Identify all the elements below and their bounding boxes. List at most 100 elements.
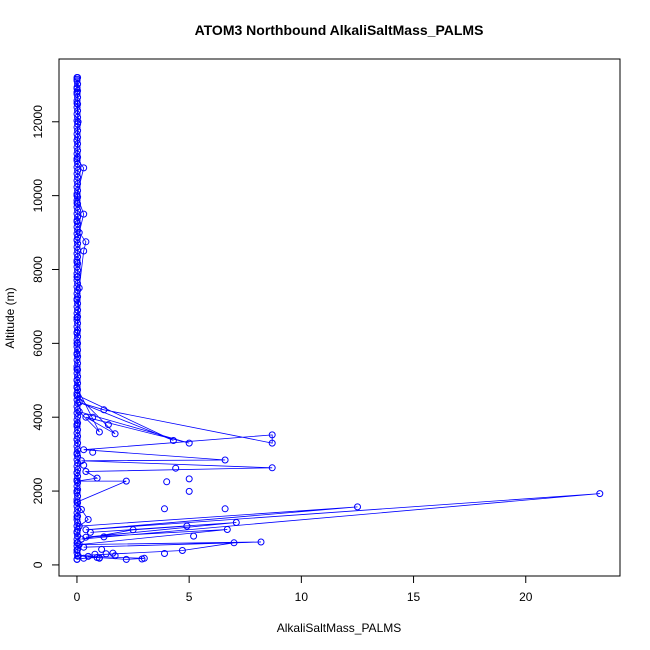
near-zero-point bbox=[74, 472, 82, 480]
data-point bbox=[223, 526, 231, 533]
near-zero-point bbox=[74, 393, 82, 400]
data-point bbox=[91, 550, 99, 558]
near-zero-point bbox=[73, 276, 81, 284]
near-zero-point bbox=[74, 87, 82, 95]
near-zero-point bbox=[74, 512, 82, 520]
near-zero-point bbox=[73, 103, 81, 111]
near-zero-point bbox=[73, 236, 81, 244]
near-zero-point bbox=[74, 366, 82, 374]
near-zero-point bbox=[73, 283, 81, 291]
near-zero-point bbox=[73, 130, 81, 138]
chart-title: ATOM3 Northbound AlkaliSaltMass_PALMS bbox=[195, 22, 484, 38]
data-point bbox=[82, 468, 90, 475]
near-zero-point bbox=[74, 240, 82, 248]
near-zero-point bbox=[74, 280, 82, 287]
near-zero-point bbox=[74, 346, 82, 354]
near-zero-point bbox=[73, 143, 81, 151]
near-zero-point bbox=[74, 459, 82, 467]
near-zero-point bbox=[74, 486, 82, 494]
near-zero-point bbox=[74, 319, 82, 327]
near-zero-point bbox=[73, 363, 81, 371]
near-zero-point bbox=[73, 489, 81, 497]
data-point bbox=[268, 431, 276, 439]
near-zero-point bbox=[73, 190, 81, 198]
data-point bbox=[596, 490, 604, 498]
data-point bbox=[95, 554, 103, 562]
near-zero-point bbox=[74, 180, 82, 188]
x-tick-label: 5 bbox=[186, 590, 193, 604]
near-zero-point bbox=[73, 456, 81, 464]
data-point bbox=[183, 522, 191, 530]
near-zero-point bbox=[73, 356, 81, 364]
near-zero-point bbox=[74, 526, 82, 533]
near-zero-point bbox=[74, 213, 82, 221]
near-zero-point bbox=[73, 476, 81, 484]
near-zero-point bbox=[74, 326, 82, 334]
near-zero-point bbox=[73, 137, 81, 145]
data-point bbox=[163, 478, 171, 486]
data-point bbox=[138, 555, 146, 563]
near-zero-point bbox=[74, 532, 82, 540]
near-zero-point bbox=[74, 359, 82, 367]
near-zero-point bbox=[73, 316, 81, 324]
near-zero-point bbox=[74, 339, 82, 347]
data-point bbox=[268, 464, 276, 472]
near-zero-point bbox=[73, 77, 81, 85]
near-zero-point bbox=[74, 439, 82, 447]
near-zero-point bbox=[73, 90, 81, 98]
near-zero-point bbox=[74, 452, 82, 460]
near-zero-point bbox=[74, 133, 82, 141]
near-zero-point bbox=[74, 93, 82, 101]
data-point bbox=[161, 505, 168, 513]
near-zero-point bbox=[74, 506, 82, 513]
near-zero-point bbox=[73, 409, 81, 417]
near-zero-point bbox=[74, 492, 82, 500]
near-zero-point bbox=[74, 127, 82, 135]
near-zero-point bbox=[73, 429, 81, 437]
near-zero-point bbox=[74, 253, 82, 261]
near-zero-point bbox=[73, 296, 81, 304]
y-tick-label: 8000 bbox=[31, 256, 45, 283]
near-zero-point bbox=[74, 220, 82, 228]
near-zero-point bbox=[73, 170, 81, 178]
near-zero-point bbox=[74, 74, 82, 81]
series-layer bbox=[73, 74, 604, 563]
near-zero-point bbox=[74, 353, 82, 361]
data-point bbox=[84, 516, 92, 523]
near-zero-point bbox=[74, 233, 82, 241]
data-point bbox=[257, 538, 265, 546]
near-zero-point bbox=[73, 117, 81, 125]
data-point bbox=[354, 503, 361, 511]
data-point bbox=[100, 533, 108, 541]
x-tick-label: 20 bbox=[519, 590, 533, 604]
data-point bbox=[100, 406, 108, 414]
data-point bbox=[185, 487, 193, 495]
near-zero-point bbox=[73, 196, 81, 204]
data-point bbox=[102, 550, 110, 558]
near-zero-point bbox=[73, 482, 81, 490]
near-zero-point bbox=[73, 223, 81, 231]
y-tick-label: 2000 bbox=[31, 477, 45, 504]
x-tick-label: 10 bbox=[295, 590, 309, 604]
near-zero-point bbox=[74, 545, 82, 553]
near-zero-point bbox=[74, 446, 82, 454]
data-point bbox=[80, 164, 88, 172]
near-zero-point bbox=[74, 406, 82, 414]
data-point bbox=[185, 439, 193, 447]
data-point bbox=[89, 448, 97, 456]
near-zero-point bbox=[73, 329, 81, 337]
data-point bbox=[230, 539, 238, 547]
data-point bbox=[185, 475, 193, 483]
near-zero-point bbox=[74, 246, 82, 254]
near-zero-point bbox=[74, 300, 82, 307]
data-point bbox=[84, 552, 92, 560]
data-point bbox=[221, 456, 229, 464]
near-zero-point bbox=[73, 349, 81, 357]
data-point bbox=[111, 430, 119, 438]
data-point bbox=[129, 526, 137, 534]
y-tick-label: 0 bbox=[31, 561, 45, 568]
near-zero-point bbox=[74, 260, 82, 268]
data-point bbox=[82, 413, 90, 421]
near-zero-point bbox=[73, 250, 81, 258]
near-zero-point bbox=[74, 539, 82, 547]
